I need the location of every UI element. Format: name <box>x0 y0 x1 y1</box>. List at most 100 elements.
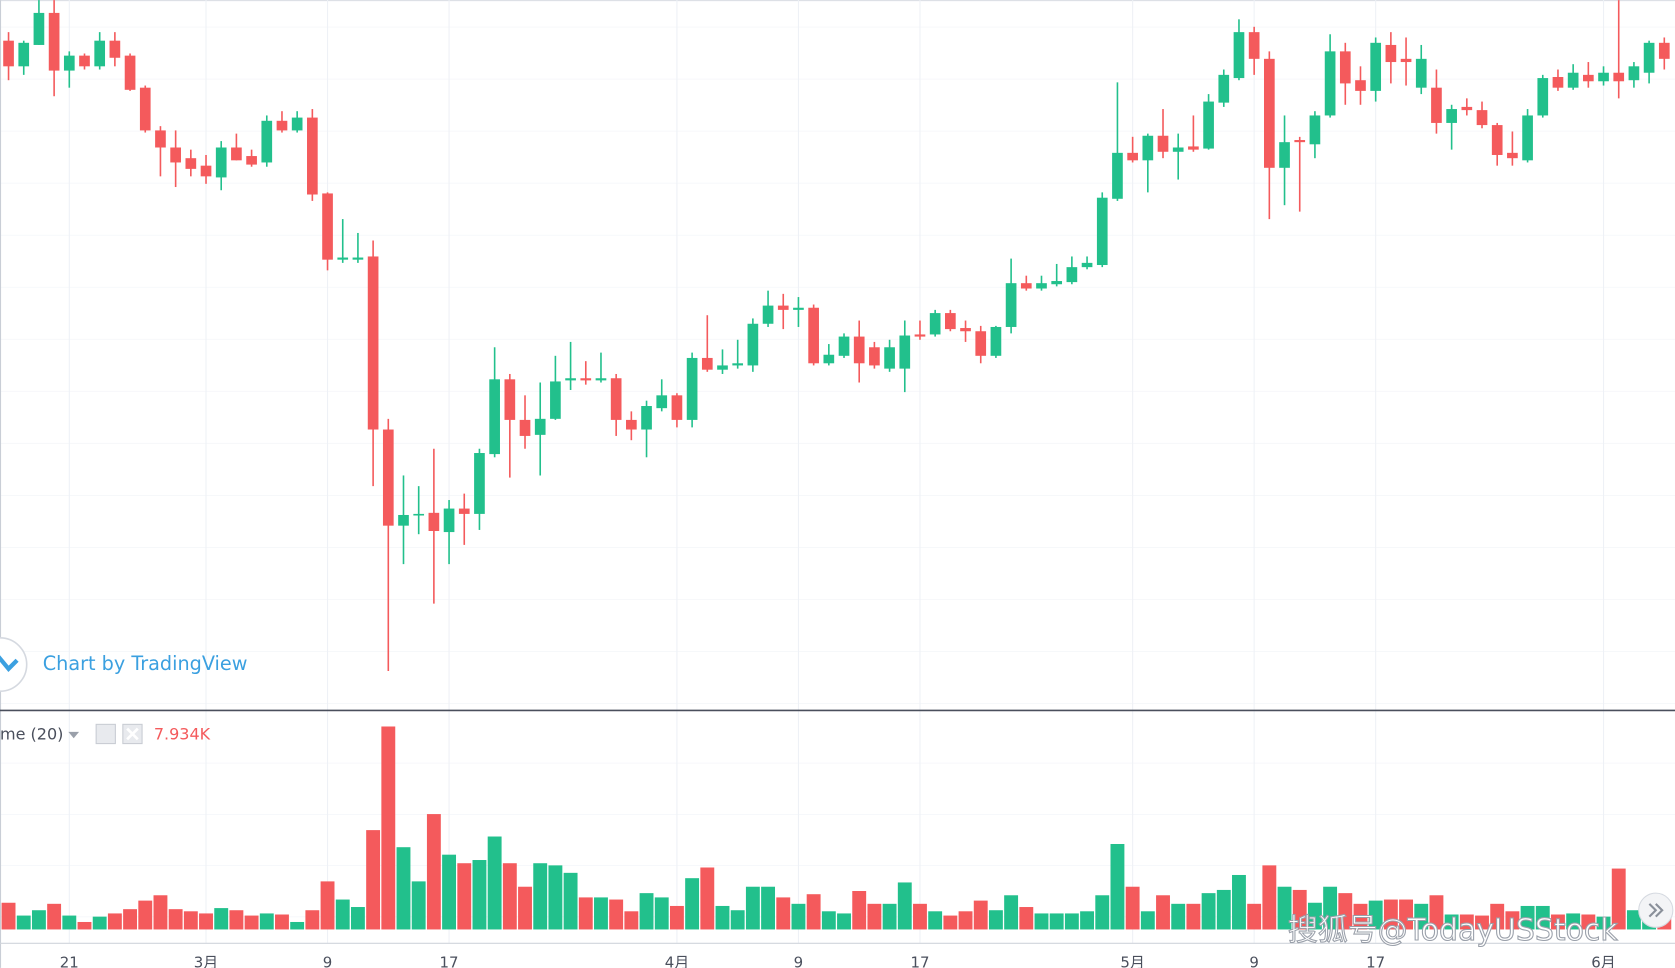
candle-body <box>352 257 364 260</box>
candle-body <box>458 508 470 514</box>
candle-body <box>990 326 1002 356</box>
candle-body <box>1324 51 1336 116</box>
volume-bar <box>1505 911 1520 930</box>
candle-body <box>853 336 865 364</box>
candle-body <box>1461 106 1473 111</box>
candle-body <box>595 378 607 381</box>
candle-body <box>337 257 349 260</box>
candle-body <box>534 418 546 435</box>
volume-bar <box>275 914 289 930</box>
volume-bar <box>123 909 138 930</box>
volume-bar <box>1110 843 1125 930</box>
volume-value: 7.934K <box>154 725 211 744</box>
volume-bar <box>1186 903 1201 930</box>
candle-body <box>1036 283 1047 289</box>
candle-body <box>1188 146 1199 150</box>
volume-bar <box>411 881 426 930</box>
candle-body <box>63 55 75 71</box>
volume-bar <box>1004 895 1019 930</box>
volume-bar <box>1323 886 1338 930</box>
candle-body <box>1218 74 1230 103</box>
volume-grid <box>0 713 1675 930</box>
candle-body <box>686 357 698 420</box>
volume-bar <box>852 890 867 930</box>
candle-body <box>1643 42 1655 73</box>
volume-bar <box>776 897 791 930</box>
candle-body <box>1552 77 1564 88</box>
candle-body <box>1658 42 1670 59</box>
candle-body <box>261 120 273 163</box>
volume-bars <box>1 726 1672 930</box>
volume-bar <box>1444 914 1459 930</box>
volume-bar <box>1307 902 1322 930</box>
candle-body <box>777 305 789 310</box>
candle-body <box>428 512 440 532</box>
volume-bar <box>396 847 411 930</box>
candle-body <box>1400 58 1412 63</box>
candle-body <box>1537 78 1549 116</box>
candles <box>3 0 1670 671</box>
candle-body <box>701 357 713 370</box>
volume-bar <box>442 854 457 930</box>
volume-bar <box>335 899 350 930</box>
volume-bar <box>761 886 776 930</box>
candle-body <box>215 147 227 178</box>
x-tick-label: 17 <box>1366 954 1385 968</box>
candle-body <box>1294 140 1306 143</box>
volume-bar <box>183 911 198 930</box>
candle-body <box>3 40 14 67</box>
candle-body <box>1476 110 1488 126</box>
candle-body <box>823 354 835 364</box>
volume-bar <box>1626 910 1641 930</box>
volume-bar <box>973 900 988 930</box>
volume-bar <box>1520 905 1535 930</box>
volume-bar <box>259 913 274 930</box>
volume-bar <box>1262 865 1277 930</box>
price-grid <box>0 0 1675 711</box>
volume-bar <box>1034 913 1049 930</box>
candle-body <box>747 323 759 366</box>
candle-body <box>1081 262 1093 268</box>
candle-body <box>1507 152 1518 159</box>
volume-bar <box>77 921 92 930</box>
volume-bar <box>168 909 183 930</box>
volume-bar <box>1019 907 1034 930</box>
candle-body <box>1491 125 1503 155</box>
candle-body <box>1613 72 1625 82</box>
candle-body <box>1020 283 1032 289</box>
volume-bar <box>16 915 31 930</box>
settings-button[interactable] <box>95 723 116 745</box>
candle-body <box>200 165 212 177</box>
volume-bar <box>624 911 639 930</box>
candle-body <box>519 419 531 436</box>
candle-body <box>1127 152 1138 161</box>
volume-bar <box>1399 899 1414 930</box>
volume-bar <box>1338 893 1353 930</box>
candle-body <box>1309 115 1321 145</box>
candle-body <box>1598 72 1609 82</box>
candle-body <box>1066 267 1078 283</box>
candle-body <box>1385 44 1397 63</box>
candle-body <box>869 347 880 366</box>
candle-body <box>474 453 485 514</box>
dropdown-arrow[interactable] <box>68 731 80 739</box>
candle-body <box>291 117 303 131</box>
credit[interactable]: Chart by TradingView <box>43 652 248 675</box>
volume-bar <box>487 836 502 930</box>
volume-bar <box>988 910 1003 930</box>
candle-body <box>413 513 425 516</box>
volume-bar <box>533 863 548 930</box>
volume-bar <box>1429 895 1444 930</box>
volume-bar <box>1566 913 1581 930</box>
candle-body <box>124 55 136 90</box>
volume-bar <box>1140 911 1155 930</box>
volume-bar <box>320 881 335 930</box>
volume-bar <box>229 910 244 930</box>
volume-bar <box>472 860 487 930</box>
volume-bar <box>609 899 624 930</box>
candle-body <box>610 378 622 420</box>
volume-bar <box>1064 913 1079 930</box>
watermark: 搜狐号@TodayUSStock <box>1288 913 1618 948</box>
candle-body <box>18 42 30 67</box>
volume-bar <box>791 903 806 930</box>
